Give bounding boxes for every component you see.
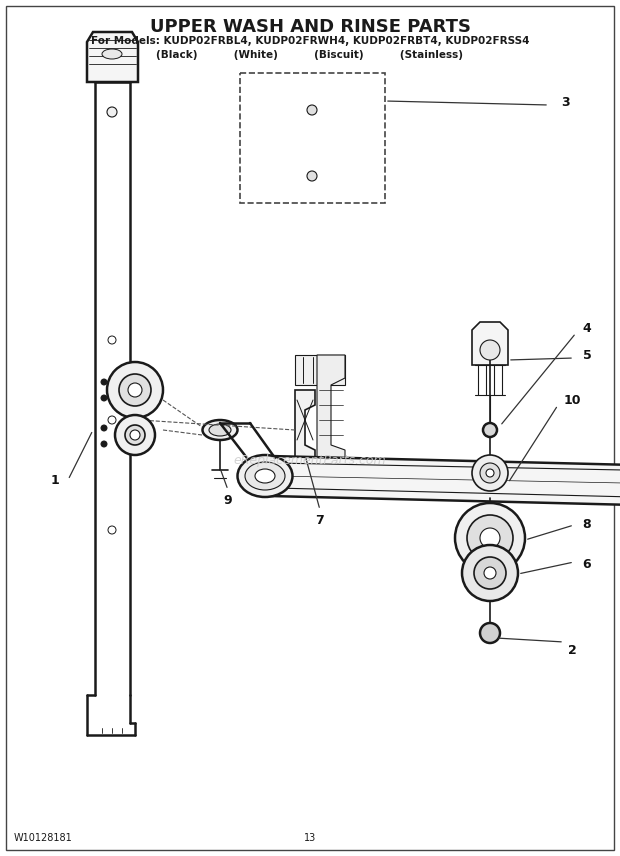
Circle shape xyxy=(484,567,496,579)
Circle shape xyxy=(462,545,518,601)
Circle shape xyxy=(472,455,508,491)
Circle shape xyxy=(107,107,117,117)
Ellipse shape xyxy=(237,455,293,497)
Circle shape xyxy=(480,623,500,643)
Text: 13: 13 xyxy=(304,833,316,843)
Bar xyxy=(295,355,345,385)
Text: 9: 9 xyxy=(224,494,232,507)
Circle shape xyxy=(474,557,506,589)
Circle shape xyxy=(119,374,151,406)
Circle shape xyxy=(486,469,494,477)
Circle shape xyxy=(130,430,140,440)
Circle shape xyxy=(480,463,500,483)
Text: (Black)          (White)          (Biscuit)          (Stainless): (Black) (White) (Biscuit) (Stainless) xyxy=(156,50,464,60)
Ellipse shape xyxy=(102,49,122,59)
Circle shape xyxy=(128,383,142,397)
Circle shape xyxy=(115,415,155,455)
Circle shape xyxy=(480,528,500,548)
Text: W10128181: W10128181 xyxy=(14,833,73,843)
Text: 6: 6 xyxy=(583,558,591,572)
Circle shape xyxy=(480,340,500,360)
Circle shape xyxy=(101,441,107,447)
Polygon shape xyxy=(270,456,620,506)
Polygon shape xyxy=(317,355,345,470)
Text: eReplacementParts.com: eReplacementParts.com xyxy=(234,454,386,467)
Text: 5: 5 xyxy=(583,348,591,361)
Circle shape xyxy=(108,336,116,344)
Circle shape xyxy=(101,379,107,385)
Text: 8: 8 xyxy=(583,519,591,532)
Ellipse shape xyxy=(287,130,337,166)
Text: 1: 1 xyxy=(51,473,60,486)
Text: 4: 4 xyxy=(583,322,591,335)
Circle shape xyxy=(125,425,145,445)
Text: 3: 3 xyxy=(560,96,569,109)
Circle shape xyxy=(483,423,497,437)
Circle shape xyxy=(455,503,525,573)
Text: For Models: KUDP02FRBL4, KUDP02FRWH4, KUDP02FRBT4, KUDP02FRSS4: For Models: KUDP02FRBL4, KUDP02FRWH4, KU… xyxy=(91,36,529,46)
Circle shape xyxy=(108,526,116,534)
Circle shape xyxy=(108,416,116,424)
Ellipse shape xyxy=(277,121,347,175)
Ellipse shape xyxy=(203,420,237,440)
Circle shape xyxy=(467,515,513,561)
Ellipse shape xyxy=(209,424,231,436)
Circle shape xyxy=(307,171,317,181)
Text: 7: 7 xyxy=(316,514,324,526)
Ellipse shape xyxy=(302,140,322,156)
Circle shape xyxy=(101,395,107,401)
Ellipse shape xyxy=(245,462,285,490)
Text: UPPER WASH AND RINSE PARTS: UPPER WASH AND RINSE PARTS xyxy=(149,18,471,36)
Ellipse shape xyxy=(255,469,275,483)
Circle shape xyxy=(101,425,107,431)
Bar xyxy=(240,73,385,203)
Text: 10: 10 xyxy=(563,394,581,407)
Circle shape xyxy=(307,105,317,115)
Circle shape xyxy=(107,362,163,418)
Polygon shape xyxy=(472,322,508,365)
Text: 2: 2 xyxy=(568,644,577,657)
Polygon shape xyxy=(295,390,315,470)
Polygon shape xyxy=(87,32,138,82)
